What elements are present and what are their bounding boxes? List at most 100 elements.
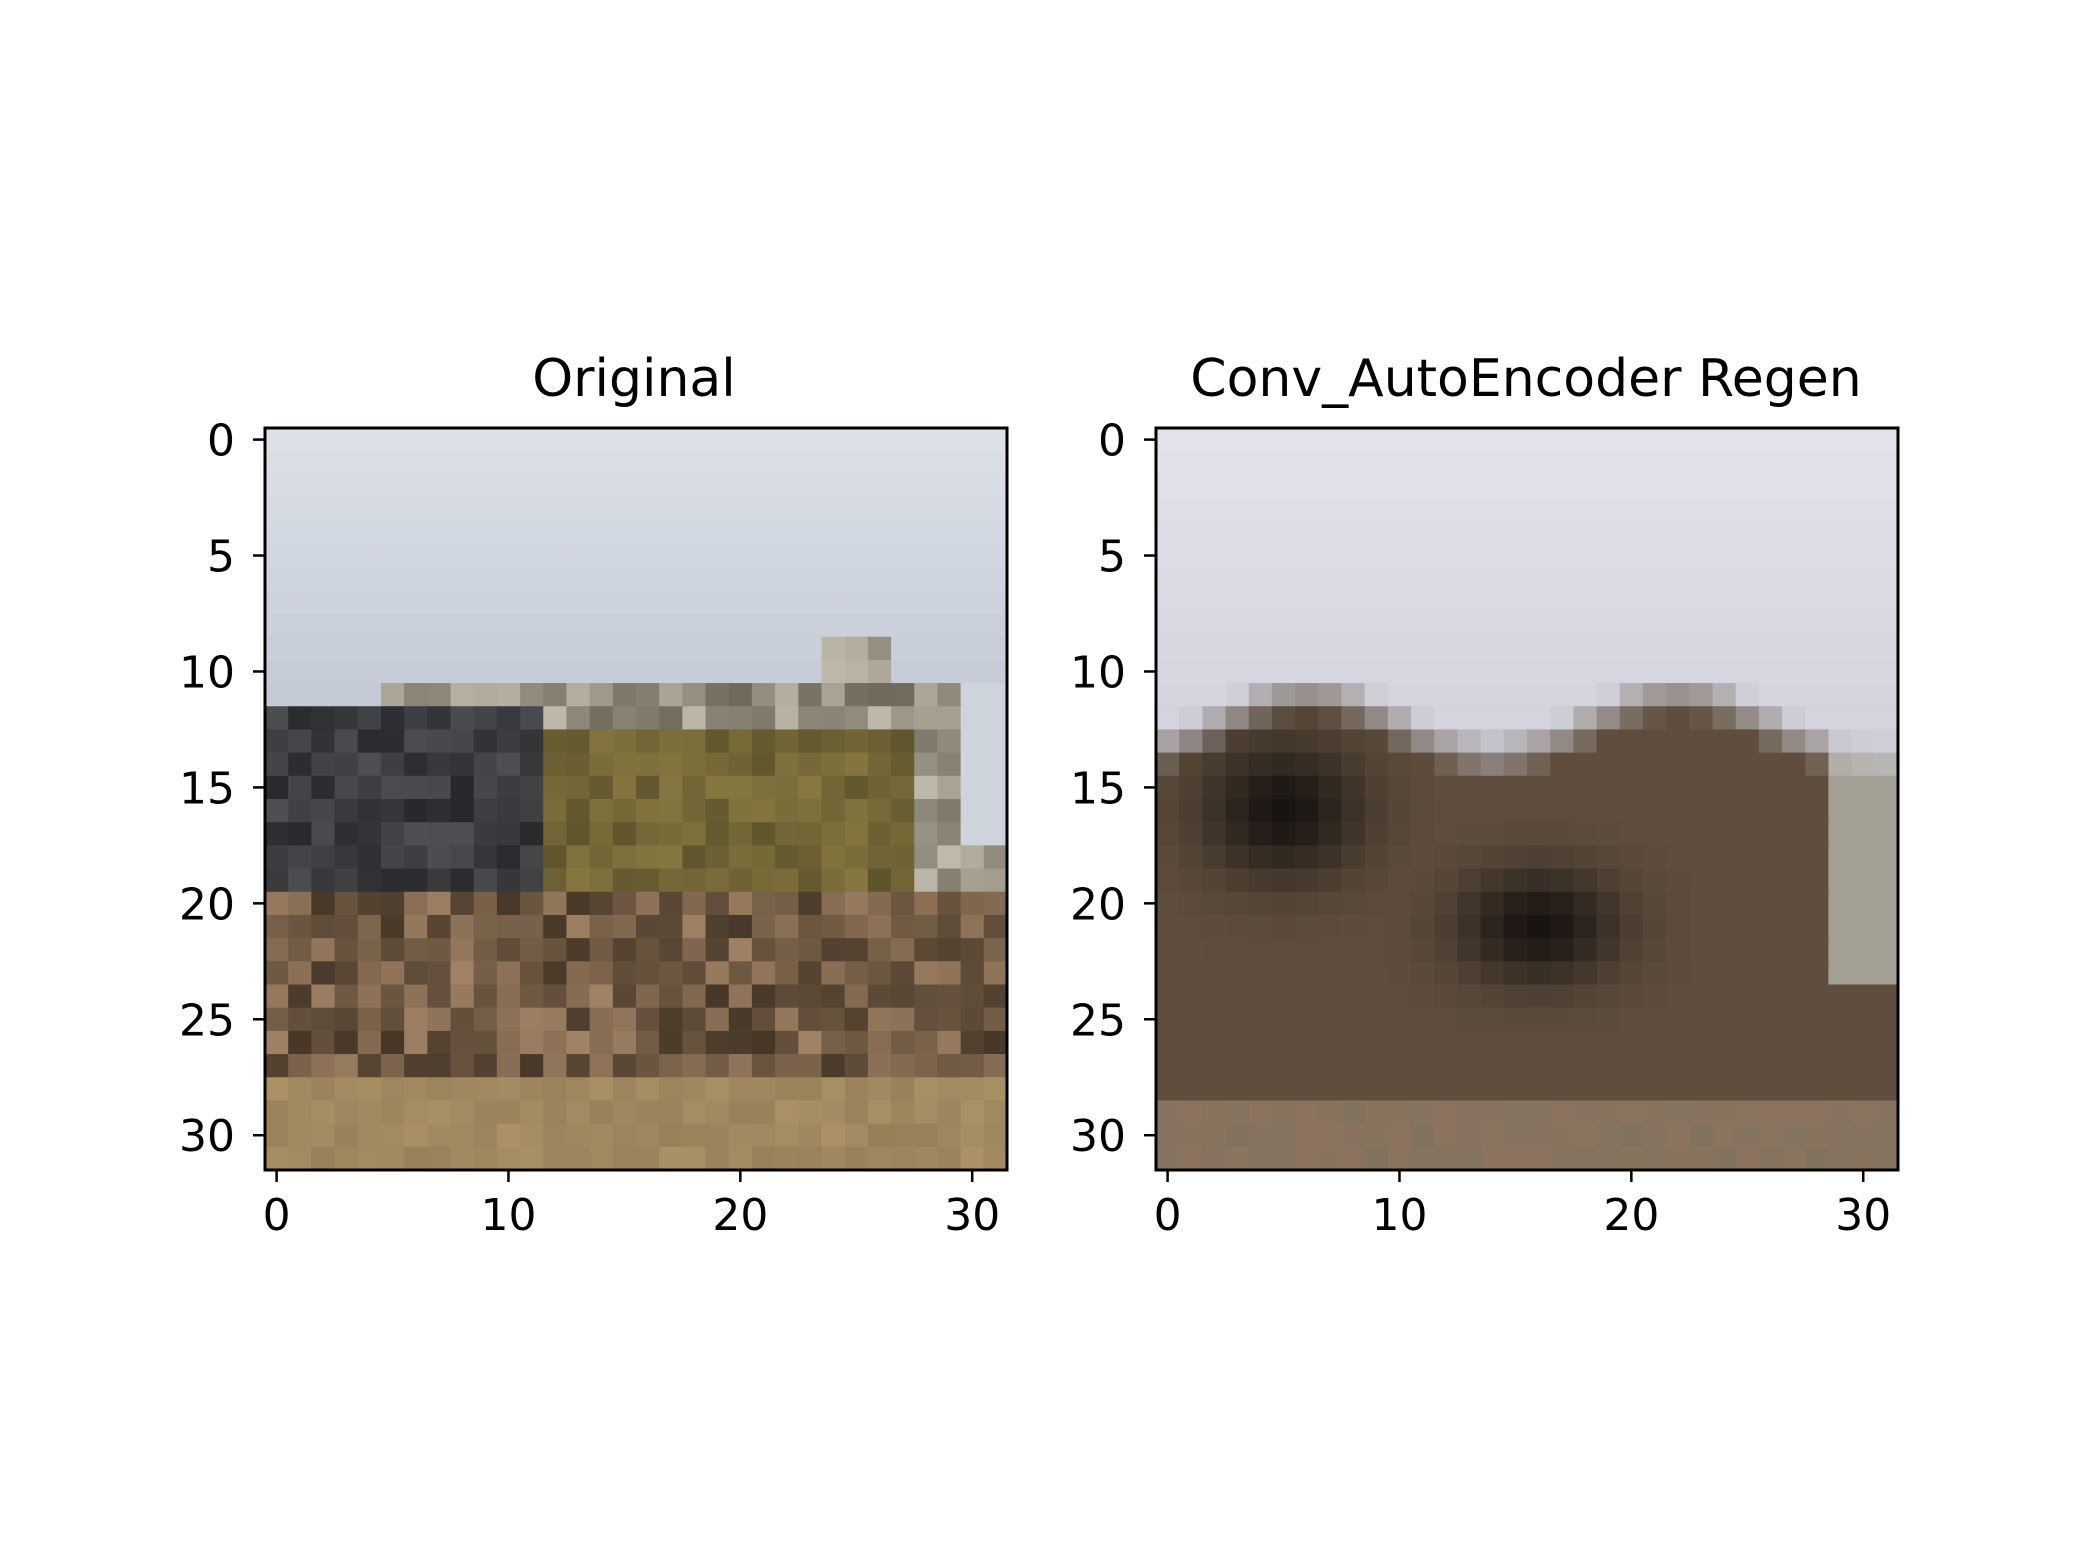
image-pixel [1713,938,1737,962]
image-pixel [1342,1077,1366,1101]
image-pixel [381,544,405,568]
image-pixel [311,729,335,753]
image-pixel [1573,498,1597,522]
image-pixel [752,567,776,591]
image-pixel [474,683,498,707]
image-pixel [1643,892,1667,916]
image-pixel [775,544,799,568]
image-pixel [1828,799,1852,823]
image-pixel [1295,776,1319,800]
image-pixel [984,1008,1008,1032]
image-pixel [636,451,660,475]
image-pixel [868,938,892,962]
image-pixel [1226,637,1250,661]
image-pixel [358,1077,382,1101]
image-pixel [706,660,730,684]
image-pixel [1318,683,1342,707]
image-pixel [752,1008,776,1032]
image-pixel [1643,451,1667,475]
image-pixel [1388,683,1412,707]
image-pixel [613,915,637,939]
image-pixel [636,1008,660,1032]
image-pixel [1504,567,1528,591]
image-pixel [427,567,451,591]
image-pixel [891,892,915,916]
image-pixel [636,869,660,893]
image-pixel [1481,428,1505,452]
image-pixel [1481,822,1505,846]
image-pixel [1388,474,1412,498]
image-pixel [868,729,892,753]
image-pixel [520,985,544,1009]
image-pixel [984,683,1008,707]
image-pixel [729,544,753,568]
image-pixel [1295,683,1319,707]
image-pixel [1736,892,1760,916]
image-pixel [891,637,915,661]
image-pixel [891,729,915,753]
image-pixel [1202,1008,1226,1032]
image-pixel [358,567,382,591]
image-pixel [1597,799,1621,823]
image-pixel [636,567,660,591]
image-pixel [1272,614,1296,638]
image-pixel [543,614,567,638]
image-pixel [520,869,544,893]
image-pixel [381,1077,405,1101]
image-pixel [798,892,822,916]
image-pixel [335,1124,359,1148]
image-pixel [961,637,985,661]
image-pixel [659,753,683,777]
image-pixel [358,474,382,498]
y-tick-label: 30 [1070,1111,1126,1162]
image-pixel [868,776,892,800]
image-pixel [822,1031,846,1055]
image-pixel [1620,706,1644,730]
image-pixel [937,869,961,893]
image-pixel [1481,729,1505,753]
image-pixel [265,776,289,800]
image-pixel [1736,451,1760,475]
image-pixel [752,428,776,452]
image-pixel [961,869,985,893]
image-pixel [1249,892,1273,916]
image-pixel [729,892,753,916]
image-pixel [822,706,846,730]
image-pixel [1643,637,1667,661]
image-pixel [1713,776,1737,800]
image-pixel [1411,729,1435,753]
image-pixel [1852,1147,1876,1171]
image-pixel [520,799,544,823]
image-pixel [1527,683,1551,707]
image-pixel [497,1031,521,1055]
image-pixel [613,961,637,985]
image-pixel [1713,498,1737,522]
image-pixel [474,1008,498,1032]
image-pixel [1249,660,1273,684]
image-pixel [520,1031,544,1055]
image-pixel [1759,845,1783,869]
image-pixel [381,845,405,869]
image-pixel [1179,915,1203,939]
image-pixel [381,869,405,893]
image-pixel [1689,961,1713,985]
image-pixel [1481,1054,1505,1078]
image-pixel [1620,474,1644,498]
image-pixel [1434,729,1458,753]
image-pixel [1342,590,1366,614]
image-pixel [1179,660,1203,684]
image-pixel [1272,637,1296,661]
image-pixel [1713,567,1737,591]
image-pixel [1226,614,1250,638]
image-pixel [1481,1124,1505,1148]
image-pixel [1481,1077,1505,1101]
image-pixel [1457,961,1481,985]
image-pixel [1620,521,1644,545]
image-pixel [1643,729,1667,753]
image-pixel [1597,753,1621,777]
image-pixel [1156,428,1180,452]
image-pixel [1597,961,1621,985]
image-pixel [706,614,730,638]
image-pixel [868,869,892,893]
image-pixel [868,1031,892,1055]
